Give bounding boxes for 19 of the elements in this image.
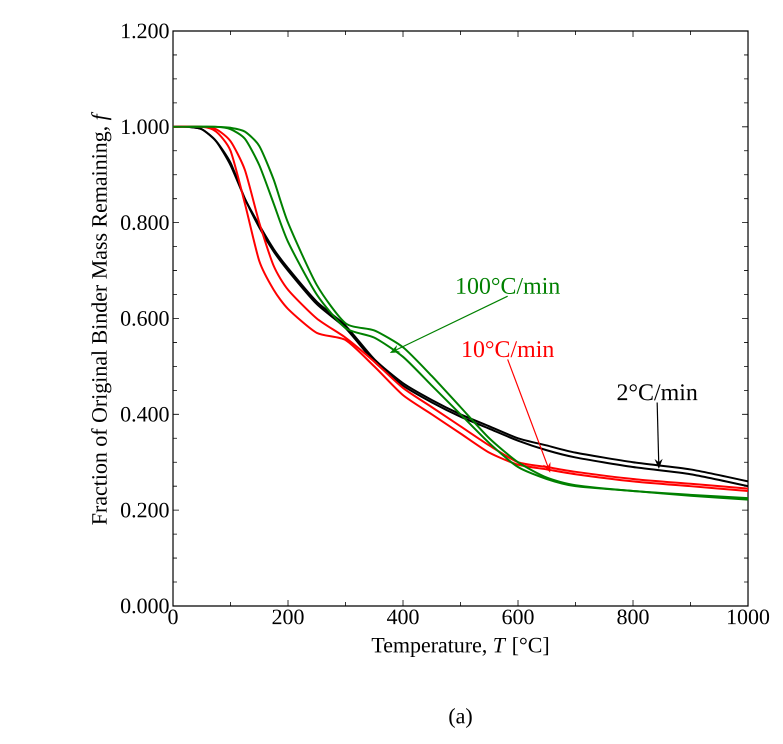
y-axis-title: Fraction of Original Binder Mass Remaining, f xyxy=(91,112,112,525)
x-tick-label: 800 xyxy=(617,610,649,624)
x-axis-title: Temperature, T [°C] xyxy=(372,637,548,657)
x-tick-label: 400 xyxy=(386,610,419,624)
y-tick-label: 0.600 xyxy=(121,311,169,326)
y-tick-label: 1.200 xyxy=(122,24,169,38)
y-tick-label: 1.000 xyxy=(122,119,169,134)
y-tick-label: 0.200 xyxy=(121,502,169,518)
annotation: 2°C/min xyxy=(618,384,698,400)
annotation: 10°C/min xyxy=(463,341,554,358)
text: (a) xyxy=(449,708,472,728)
x-tick-label: 0 xyxy=(168,610,178,624)
y-tick-label: 0.000 xyxy=(121,598,169,614)
y-tick-label: 0.400 xyxy=(121,406,169,422)
x-tick-label: 600 xyxy=(502,610,534,624)
x-tick-label: 1000 xyxy=(728,610,770,624)
y-tick-label: 0.800 xyxy=(121,215,169,230)
x-tick-label: 200 xyxy=(272,610,304,624)
annotation: 100°C/min xyxy=(457,278,560,294)
